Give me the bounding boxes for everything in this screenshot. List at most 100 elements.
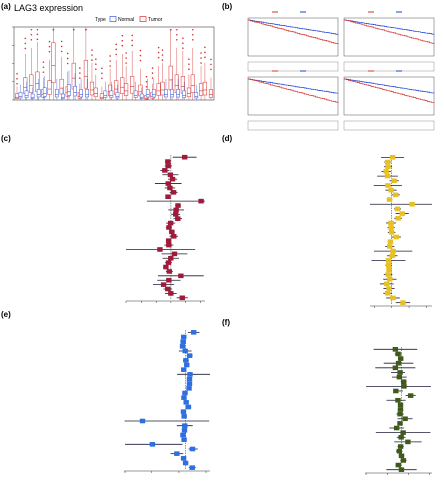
- panel-label-a: (a): [1, 2, 11, 11]
- legend-tumor-swatch: [139, 16, 147, 22]
- tumor-outlier: [66, 62, 69, 65]
- normal-box-lihc: [103, 90, 108, 98]
- tumor-outlier: [125, 62, 127, 64]
- tumor-box-meso: [124, 83, 129, 96]
- tumor-outlier: [109, 55, 111, 57]
- tumor-outlier: [121, 39, 124, 42]
- normal-box-blca: [18, 92, 23, 99]
- forest-hr-marker: [181, 414, 187, 419]
- forest-hr-marker: [149, 442, 156, 447]
- forest-hr-marker: [198, 198, 204, 204]
- forest-hr-marker: [398, 453, 405, 459]
- forest-hr-marker: [163, 264, 169, 270]
- km-curve: [248, 19, 339, 44]
- tumor-outlier: [42, 66, 45, 68]
- forest-hr-marker: [189, 465, 195, 470]
- forest-hr-marker: [165, 163, 171, 169]
- tumor-outlier: [121, 34, 124, 37]
- tumor-outlier: [161, 59, 164, 61]
- forest-hr-marker: [390, 295, 396, 301]
- forest-hr-marker: [165, 260, 172, 265]
- tumor-outlier: [121, 44, 124, 47]
- forest-hr-marker: [187, 372, 193, 377]
- tumor-outlier: [109, 60, 111, 62]
- tumor-outlier: [125, 52, 127, 54]
- forest-hr-marker: [389, 253, 395, 259]
- tumor-outlier: [188, 68, 190, 71]
- forest-hr-marker: [405, 439, 411, 445]
- tumor-outlier: [188, 58, 190, 60]
- tumor-outlier: [42, 61, 45, 63]
- forest-hr-marker: [167, 172, 174, 178]
- tumor-outlier: [91, 59, 93, 61]
- km-risk-table: [247, 61, 339, 72]
- km-plot-frame: [343, 17, 435, 57]
- tumor-outlier: [210, 68, 212, 71]
- forest-hr-marker: [397, 402, 404, 408]
- forest-hr-marker: [385, 258, 392, 263]
- forest-hr-marker: [388, 187, 394, 193]
- forest-hr-marker: [395, 462, 402, 468]
- forest-hr-marker: [398, 467, 405, 472]
- forest-hr-marker: [393, 234, 399, 240]
- tumor-outlier: [176, 38, 178, 41]
- forest-hr-marker: [386, 267, 392, 273]
- tumor-outlier: [30, 28, 33, 31]
- forest-hr-marker: [165, 159, 171, 164]
- tumor-outlier: [210, 63, 212, 66]
- forest-hr-marker: [183, 400, 189, 405]
- tumor-box-ucs: [202, 81, 207, 96]
- forest-hr-marker: [173, 212, 179, 217]
- panel-a-boxplot: LAG3 expression Type Normal Tumor: [12, 3, 215, 101]
- forest-hr-marker: [180, 456, 187, 461]
- km-plot-frame: [247, 17, 339, 57]
- panel-label-e: (e): [1, 310, 11, 319]
- forest-hr-marker: [395, 397, 401, 403]
- forest-hr-marker: [384, 173, 391, 179]
- forest-hr-marker: [409, 201, 415, 207]
- forest-hr-marker: [392, 347, 399, 352]
- tumor-box-laml: [93, 87, 98, 98]
- tumor-outlier: [16, 77, 18, 80]
- tumor-outlier: [204, 46, 206, 49]
- normal-box-pcpg: [139, 93, 144, 99]
- tumor-outlier: [36, 38, 39, 41]
- forest-hr-marker: [165, 238, 172, 243]
- normal-box-luad: [109, 90, 114, 98]
- forest-hr-marker: [388, 225, 394, 230]
- tumor-outlier: [115, 53, 117, 56]
- forest-hr-marker: [400, 300, 406, 305]
- normal-box-kirc: [79, 89, 83, 98]
- tumor-outlier: [151, 67, 154, 69]
- forest-hr-marker: [173, 207, 179, 213]
- forest-hr-marker: [175, 216, 181, 222]
- normal-box-skcm: [164, 89, 168, 98]
- tumor-outlier: [145, 85, 148, 88]
- tumor-outlier: [36, 28, 39, 31]
- tumor-outlier: [125, 57, 127, 59]
- tumor-outlier: [139, 49, 142, 52]
- forest-hr-marker: [165, 194, 171, 200]
- tumor-outlier: [101, 72, 103, 75]
- tumor-outlier: [131, 34, 133, 37]
- normal-box-lusc: [115, 92, 120, 99]
- forest-hr-marker: [389, 155, 396, 160]
- km-risk-table: [343, 120, 435, 131]
- tumor-outlier: [30, 38, 33, 41]
- tumor-outlier: [109, 65, 111, 67]
- forest-hr-marker: [395, 215, 401, 221]
- forest-plot-os: [125, 154, 205, 303]
- forest-hr-marker: [407, 393, 414, 398]
- tumor-outlier: [79, 67, 81, 69]
- forest-hr-marker: [166, 242, 172, 248]
- tumor-outlier: [115, 48, 117, 51]
- tumor-outlier: [95, 58, 97, 60]
- forest-hr-marker: [385, 272, 391, 277]
- forest-hr-marker: [182, 423, 188, 428]
- tumor-box-brca: [29, 74, 34, 93]
- legend-normal-swatch: [109, 16, 117, 22]
- forest-hr-marker: [179, 344, 186, 349]
- tumor-outlier: [52, 28, 55, 31]
- panel-b-survival-curves: [247, 11, 435, 131]
- tumor-box-sarc: [160, 81, 165, 96]
